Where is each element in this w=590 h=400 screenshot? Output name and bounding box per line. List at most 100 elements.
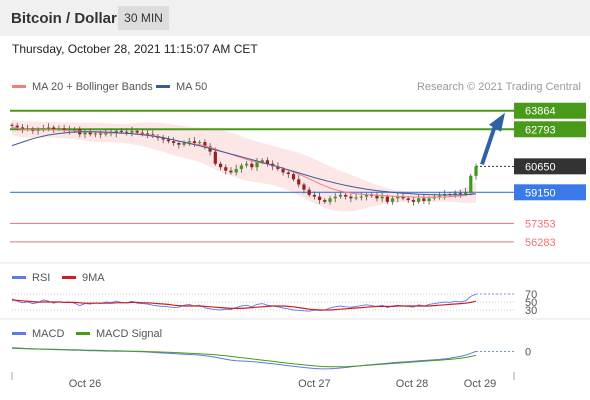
candle-body: [307, 189, 311, 195]
candle-body: [245, 163, 249, 166]
legend-macd: MACD: [12, 328, 64, 340]
candle-body: [417, 198, 421, 202]
candle: [239, 163, 243, 173]
candle-body: [229, 170, 233, 173]
candle-body: [375, 195, 379, 199]
candle: [302, 182, 306, 194]
candle-body: [458, 193, 462, 195]
timestamp: Thursday, October 28, 2021 11:15:07 AM C…: [12, 42, 258, 56]
candle-body: [364, 194, 369, 197]
candle-body: [411, 200, 416, 202]
candle: [286, 169, 290, 178]
candle: [125, 128, 129, 136]
legend-ma50: MA 50: [156, 81, 207, 93]
ma50-line: [11, 131, 477, 196]
rsi-level-label-1: 50: [525, 297, 537, 309]
candle-body: [213, 151, 217, 164]
level-label-3: 59150: [525, 187, 556, 199]
candle: [469, 173, 473, 196]
candle-body: [177, 142, 181, 145]
levels-layer: [10, 109, 514, 243]
candle-body: [349, 196, 353, 199]
candle: [166, 136, 171, 144]
candle-body: [198, 142, 202, 144]
candle: [317, 192, 322, 204]
candle-body: [234, 168, 238, 173]
candle-body: [62, 128, 66, 131]
candle: [187, 137, 191, 146]
candle-body: [354, 197, 358, 199]
legend-bollinger-label: MA 20 + Bollinger Bands: [32, 81, 153, 93]
candle-body: [302, 184, 306, 190]
candle-body: [390, 198, 395, 202]
candle-body: [145, 133, 150, 135]
header-bar: Bitcoin / Dollar 30 MIN: [0, 0, 590, 36]
candle-body: [297, 179, 301, 185]
time-axis: Oct 26 Oct 27 Oct 28 Oct 29: [0, 262, 590, 390]
candle: [396, 193, 400, 203]
candle: [411, 197, 416, 206]
candle-body: [333, 196, 337, 199]
legend-ma50-swatch: [156, 84, 170, 88]
candle-body: [119, 130, 124, 132]
timeframe-button[interactable]: 30 MIN: [118, 6, 169, 30]
candle: [130, 126, 134, 137]
x-tick-label-1: Oct 27: [298, 378, 330, 390]
candle-body: [46, 127, 51, 129]
candle: [20, 123, 25, 133]
candle-body: [474, 166, 478, 176]
candle-body: [312, 194, 316, 197]
candle: [83, 129, 87, 139]
candle-body: [317, 196, 322, 201]
candle: [52, 125, 56, 133]
candle-body: [192, 141, 197, 143]
candle-body: [88, 132, 92, 135]
candle-body: [453, 193, 457, 195]
candle: [344, 192, 348, 200]
candle-body: [406, 198, 410, 201]
macd-panel: 0: [11, 346, 531, 370]
legend-macd-label: MACD: [32, 328, 65, 340]
candle-body: [427, 198, 431, 201]
candle: [234, 164, 238, 176]
bollinger-band-area: [12, 119, 476, 212]
level-label-box-3: [514, 184, 586, 201]
candle: [145, 130, 150, 139]
rsi-level-label-2: 30: [525, 305, 537, 317]
candle-body: [161, 137, 165, 140]
candle-body: [125, 131, 129, 133]
candle: [177, 140, 181, 149]
candle-body: [250, 163, 254, 168]
candle: [88, 128, 92, 137]
candle-body: [276, 166, 280, 169]
level-label-1: 62793: [525, 124, 556, 136]
candle-body: [218, 163, 223, 168]
rsi-series-1: [11, 299, 477, 311]
x-tick-label-3: Oct 29: [464, 378, 496, 390]
candle-body: [380, 196, 384, 199]
legend-rsi-ma-label: 9MA: [82, 272, 105, 284]
level-label-0: 63864: [525, 106, 556, 118]
candle-body: [328, 198, 332, 202]
candle: [406, 196, 410, 204]
level-label-box-1: [514, 121, 586, 138]
candle: [41, 124, 45, 133]
credit-text: Research © 2021 Trading Central: [416, 81, 581, 93]
legend-rsi-ma-swatch: [62, 275, 76, 279]
candle: [245, 160, 249, 168]
candle-body: [20, 127, 25, 130]
candle-body: [41, 128, 45, 131]
candle-body: [83, 132, 87, 135]
candle-body: [130, 130, 134, 133]
candle: [364, 192, 369, 201]
candle-body: [344, 194, 348, 197]
candle: [338, 190, 343, 199]
candle-body: [437, 195, 442, 197]
legend-rsi: RSI: [12, 272, 50, 284]
candle-body: [463, 192, 468, 195]
level-label-box-2: [514, 158, 586, 175]
candle-body: [203, 142, 207, 147]
